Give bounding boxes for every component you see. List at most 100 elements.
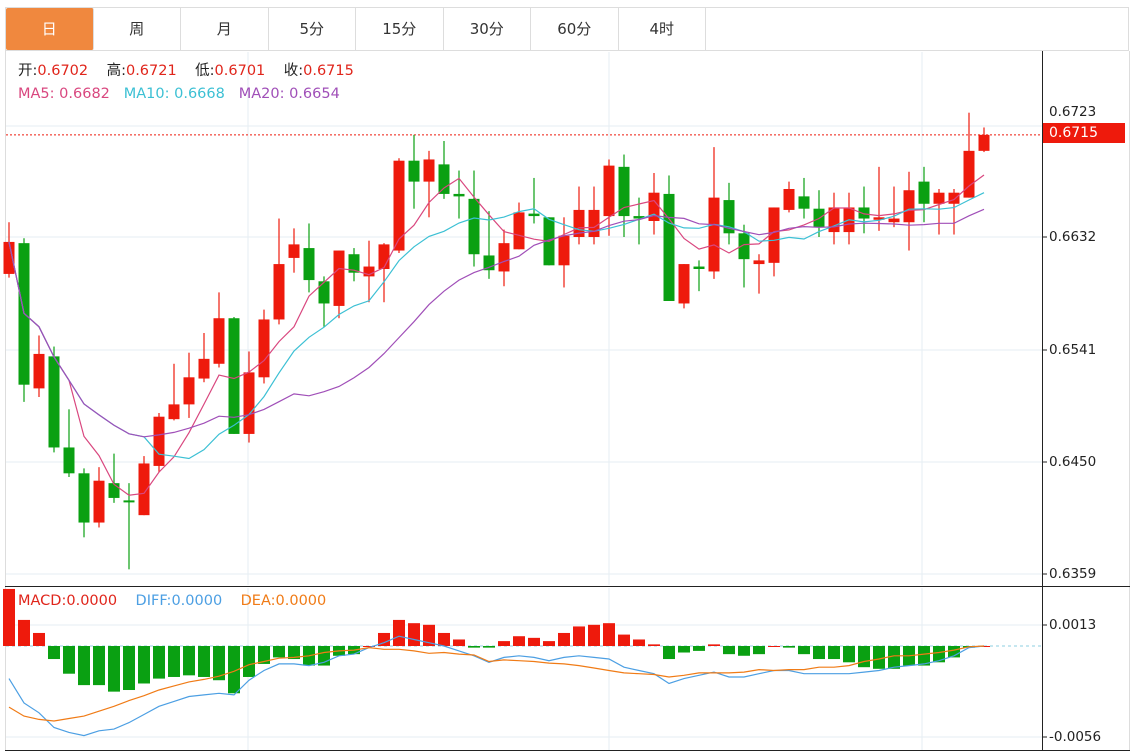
candle-body — [438, 164, 450, 194]
macd-bar — [528, 637, 540, 646]
candle-body — [738, 233, 750, 260]
ma20-line — [8, 208, 985, 438]
dea-value: 0.0000 — [275, 593, 327, 609]
candle-body — [858, 207, 870, 219]
macd-bar — [663, 646, 675, 660]
macd-bar — [573, 626, 585, 646]
candle-body — [513, 212, 525, 250]
candles — [3, 112, 990, 570]
ohlc-legend: 开:0.6702 高:0.6721 低:0.6701 收:0.6715 — [18, 63, 354, 80]
candle-body — [258, 319, 270, 378]
tab-3[interactable]: 5分 — [269, 8, 356, 50]
candle-body — [228, 318, 240, 434]
candle-body — [168, 404, 180, 420]
macd-bar — [558, 632, 570, 646]
ma20-label: MA20: — [238, 86, 285, 102]
candle-body — [33, 353, 45, 389]
macd-bar — [738, 646, 750, 656]
close-value: 0.6715 — [303, 63, 354, 79]
low-value: 0.6701 — [214, 63, 266, 79]
dea-label: DEA: — [240, 593, 276, 609]
macd-bar — [153, 646, 165, 679]
macd-bar — [198, 646, 210, 677]
macd-bar — [288, 646, 300, 660]
candle-body — [678, 264, 690, 304]
macd-bar — [213, 646, 225, 681]
candle-body — [138, 463, 150, 516]
moving-averages — [8, 174, 985, 496]
candle-body — [933, 192, 945, 204]
candle-body — [108, 483, 120, 498]
high-value: 0.6721 — [125, 63, 177, 79]
candle-body — [123, 500, 135, 503]
macd-bar — [603, 623, 615, 646]
macd-panel — [3, 588, 990, 737]
macd-bar — [78, 646, 90, 686]
tab-1[interactable]: 周 — [94, 8, 181, 50]
tab-5[interactable]: 30分 — [444, 8, 531, 50]
macd-bar — [888, 646, 900, 669]
ma10-value: 0.6668 — [174, 86, 225, 102]
ma20-value: 0.6654 — [289, 86, 340, 102]
tab-2[interactable]: 月 — [181, 8, 269, 50]
price-tick: 0.6359 — [1049, 566, 1097, 582]
macd-tick: -0.0056 — [1049, 729, 1102, 745]
macd-bar — [423, 624, 435, 646]
ma10-label: MA10: — [123, 86, 170, 102]
candle-body — [78, 473, 90, 523]
candle-body — [798, 196, 810, 209]
candle-body — [873, 217, 885, 220]
candle-body — [528, 213, 540, 217]
tab-7[interactable]: 4时 — [619, 8, 706, 50]
candle-body — [423, 159, 435, 182]
macd-value: 0.0000 — [66, 593, 118, 609]
candle-body — [333, 250, 345, 306]
candle-body — [903, 190, 915, 223]
macd-bar — [813, 646, 825, 660]
candle-body — [408, 160, 420, 182]
macd-bar — [18, 619, 30, 646]
ma5-label: MA5: — [18, 86, 55, 102]
macd-bar — [183, 646, 195, 676]
macd-bar — [378, 632, 390, 646]
price-tick: 0.6541 — [1049, 342, 1097, 358]
diff-label: DIFF: — [135, 593, 172, 609]
ma10-line — [8, 192, 985, 460]
ma5-line — [8, 174, 985, 496]
candle-body — [963, 150, 975, 198]
diff-line — [8, 635, 985, 737]
macd-bar — [933, 646, 945, 663]
candle-body — [588, 209, 600, 237]
macd-bar — [618, 634, 630, 646]
macd-bar — [693, 646, 705, 651]
candle-body — [918, 181, 930, 204]
macd-bar — [33, 632, 45, 646]
macd-bar — [483, 646, 495, 648]
macd-bar — [393, 619, 405, 646]
macd-bar — [63, 646, 75, 674]
candle-body — [3, 241, 15, 274]
macd-bar — [123, 646, 135, 691]
macd-legend: MACD:0.0000 DIFF:0.0000 DEA:0.0000 — [18, 593, 326, 610]
macd-bar — [438, 632, 450, 646]
candle-body — [828, 207, 840, 233]
macd-bar — [228, 646, 240, 694]
open-value: 0.6702 — [37, 63, 89, 79]
macd-bar — [3, 588, 15, 646]
candle-body — [603, 165, 615, 217]
macd-bar — [363, 646, 375, 647]
tab-4[interactable]: 15分 — [356, 8, 444, 50]
macd-bar — [243, 646, 255, 677]
dea-line — [8, 645, 985, 722]
price-tick: 0.6450 — [1049, 454, 1097, 470]
candle-body — [708, 197, 720, 272]
macd-bar — [513, 636, 525, 646]
macd-bar — [858, 646, 870, 668]
current-price-tag: 0.6715 — [1043, 123, 1125, 143]
candle-body — [198, 358, 210, 379]
tab-0[interactable]: 日 — [6, 8, 94, 50]
candle-body — [693, 266, 705, 270]
tab-6[interactable]: 60分 — [531, 8, 619, 50]
macd-bar — [588, 624, 600, 646]
